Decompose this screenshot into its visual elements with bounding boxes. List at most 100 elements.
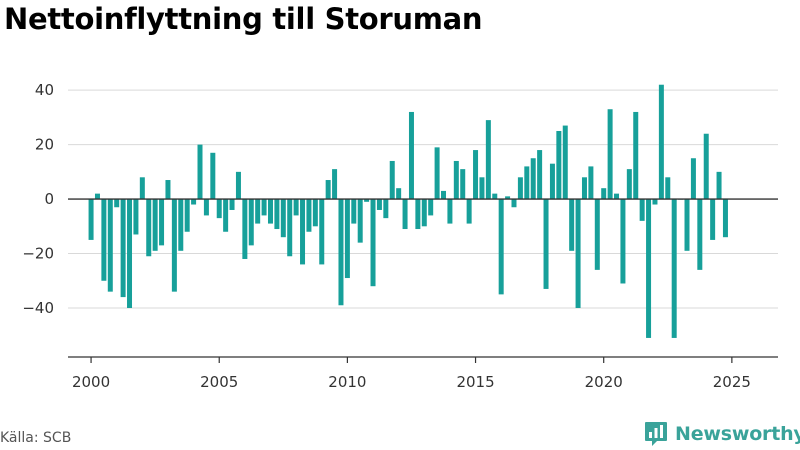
bar (473, 150, 479, 200)
bar (293, 199, 299, 216)
bar (242, 199, 248, 259)
bar (421, 199, 427, 227)
bar (441, 190, 447, 200)
bar (300, 199, 306, 265)
bar (312, 199, 318, 227)
x-tick-label: 2000 (72, 373, 110, 391)
bar (543, 199, 549, 289)
bar (229, 199, 235, 210)
bar (94, 193, 100, 200)
bar (703, 133, 709, 200)
bar (614, 193, 620, 200)
bar (569, 199, 575, 251)
bar (652, 199, 658, 205)
bar (511, 199, 517, 208)
bar (562, 125, 568, 200)
bar (517, 177, 523, 200)
bar (524, 166, 530, 200)
bar (216, 199, 222, 219)
bar (146, 199, 152, 257)
bar (344, 199, 350, 279)
y-tick-label: −20 (22, 245, 54, 263)
x-tick-label: 2015 (456, 373, 494, 391)
bar (460, 169, 466, 200)
bars (88, 84, 728, 338)
bar (665, 177, 671, 200)
bar (223, 199, 229, 232)
bar (453, 160, 459, 200)
bar (120, 199, 126, 298)
bar (549, 163, 555, 200)
bar (607, 109, 613, 200)
chart-title: Nettoinflyttning till Storuman (4, 2, 483, 36)
bar (364, 199, 370, 202)
bar (505, 196, 511, 200)
y-tick-label: −40 (22, 299, 54, 317)
bar (88, 199, 94, 240)
bar (690, 158, 696, 200)
axes (68, 198, 778, 363)
y-tick-label: 20 (35, 136, 54, 154)
bar (133, 199, 139, 235)
bar (594, 199, 600, 270)
bar (639, 199, 645, 221)
bar (697, 199, 703, 270)
bar (255, 199, 261, 224)
bar (415, 199, 421, 230)
bar (171, 199, 177, 292)
bar (485, 120, 491, 200)
bar (389, 160, 395, 200)
bar (428, 199, 434, 216)
bar (274, 199, 280, 230)
bar (325, 180, 331, 200)
tick-labels: −40 −20 0 20 40 2000 2005 2010 2015 2020 2025 (22, 81, 751, 391)
bar (376, 199, 382, 210)
bar (710, 199, 716, 240)
brand[interactable]: Newsworthy (644, 421, 800, 447)
newsworthy-logo-icon (645, 422, 667, 446)
bar (248, 199, 254, 246)
bar (601, 188, 607, 200)
bar (203, 199, 209, 216)
bar (646, 199, 652, 338)
bar (191, 199, 197, 205)
bar (620, 199, 626, 284)
bar (107, 199, 113, 292)
bar (152, 199, 158, 251)
bar (267, 199, 273, 224)
bar (210, 152, 216, 200)
bar (280, 199, 286, 238)
x-tick-label: 2025 (713, 373, 751, 391)
bar (575, 199, 581, 308)
bar (626, 169, 632, 200)
bar (716, 171, 722, 200)
bar (498, 199, 504, 295)
bar (159, 199, 165, 246)
bar (197, 144, 203, 200)
bar (671, 199, 677, 338)
bar (165, 180, 171, 200)
x-tick-label: 2020 (585, 373, 623, 391)
brand-name: Newsworthy (675, 423, 800, 445)
bar (127, 199, 133, 308)
bar (261, 199, 267, 216)
bar (287, 199, 293, 257)
bar (588, 166, 594, 200)
bar (101, 199, 107, 281)
source-note: Källa: SCB (0, 430, 72, 446)
bar (351, 199, 357, 224)
bar (466, 199, 472, 224)
bar (530, 158, 536, 200)
bar (332, 169, 338, 200)
bar (306, 199, 312, 232)
bar (408, 111, 414, 200)
bar (492, 193, 498, 200)
bar (633, 111, 639, 200)
bar (357, 199, 363, 243)
bar (396, 188, 402, 200)
bar (479, 177, 485, 200)
bar (722, 199, 728, 238)
bar (178, 199, 184, 251)
y-tick-label: 40 (35, 81, 54, 99)
